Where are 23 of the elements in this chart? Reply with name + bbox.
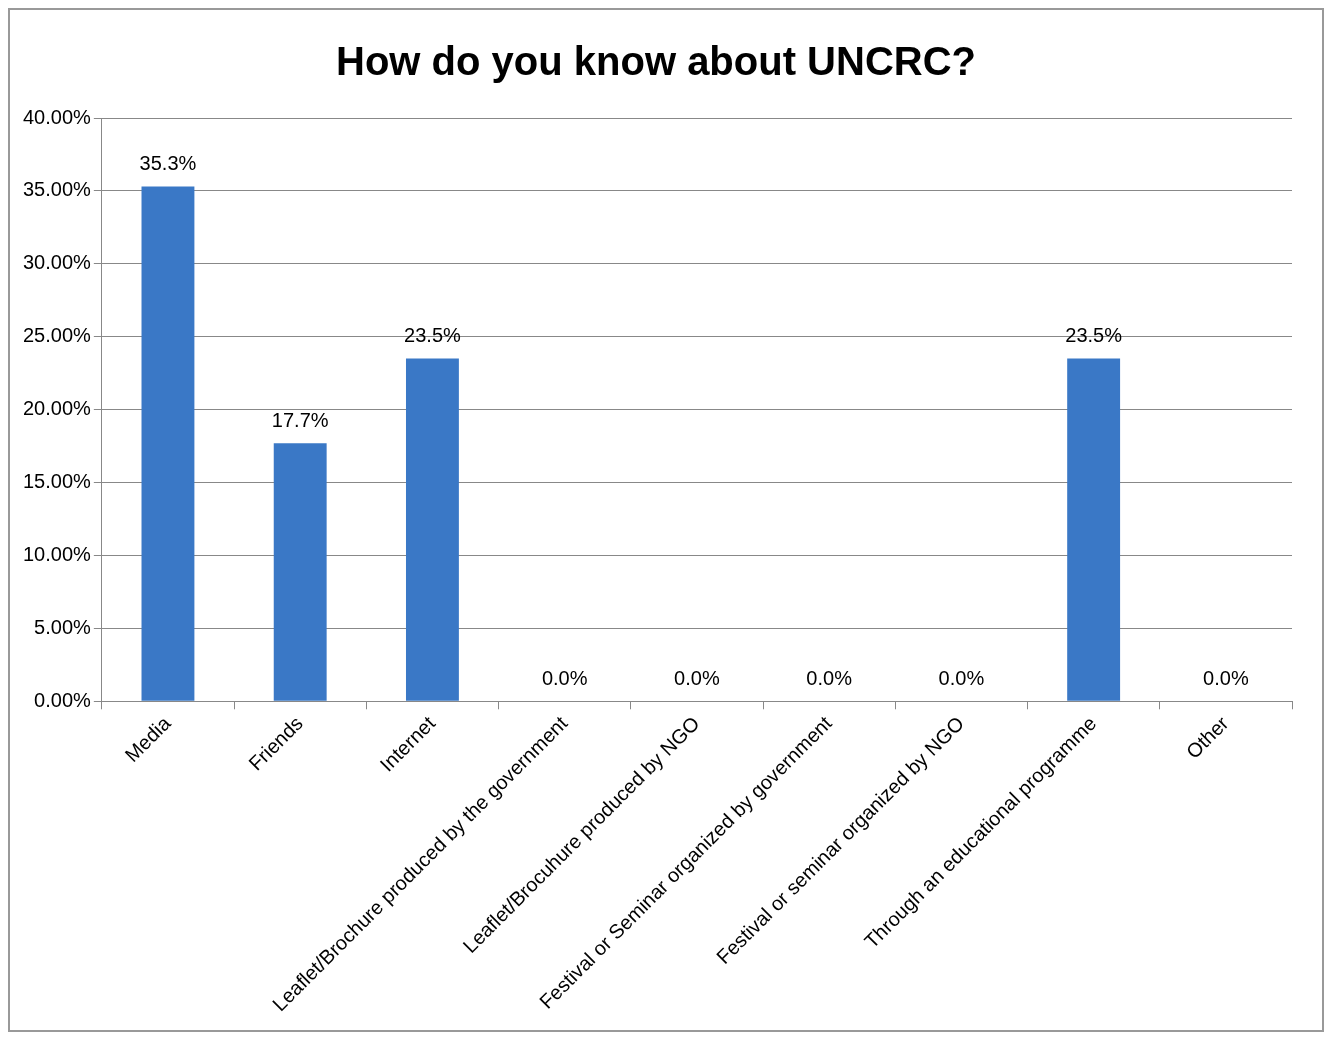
y-tick-label: 5.00%	[34, 615, 92, 638]
bar	[1067, 358, 1121, 701]
data-label: 0.0%	[1203, 666, 1249, 689]
data-label: 0.0%	[938, 666, 985, 689]
data-label: 23.5%	[404, 324, 461, 347]
y-tick-label: 15.00%	[22, 470, 92, 493]
bar	[405, 358, 459, 701]
y-tick-label: 10.00%	[22, 542, 92, 565]
data-label: 0.0%	[541, 666, 588, 689]
bar	[273, 443, 327, 701]
y-tick-label: 25.00%	[22, 324, 92, 347]
chart-title: How do you know about UNCRC?	[336, 39, 976, 84]
data-label: 35.3%	[139, 152, 197, 175]
y-tick-label: 20.00%	[22, 397, 92, 420]
data-label: 0.0%	[806, 666, 853, 689]
data-label: 23.5%	[1065, 324, 1123, 347]
y-tick-label: 35.00%	[22, 178, 92, 201]
bar	[141, 186, 195, 701]
y-tick-label: 40.00%	[22, 105, 92, 128]
data-label: 17.7%	[271, 408, 329, 431]
y-tick-label: 0.00%	[34, 688, 92, 711]
data-label: 0.0%	[674, 666, 720, 689]
y-tick-label: 30.00%	[22, 251, 92, 274]
